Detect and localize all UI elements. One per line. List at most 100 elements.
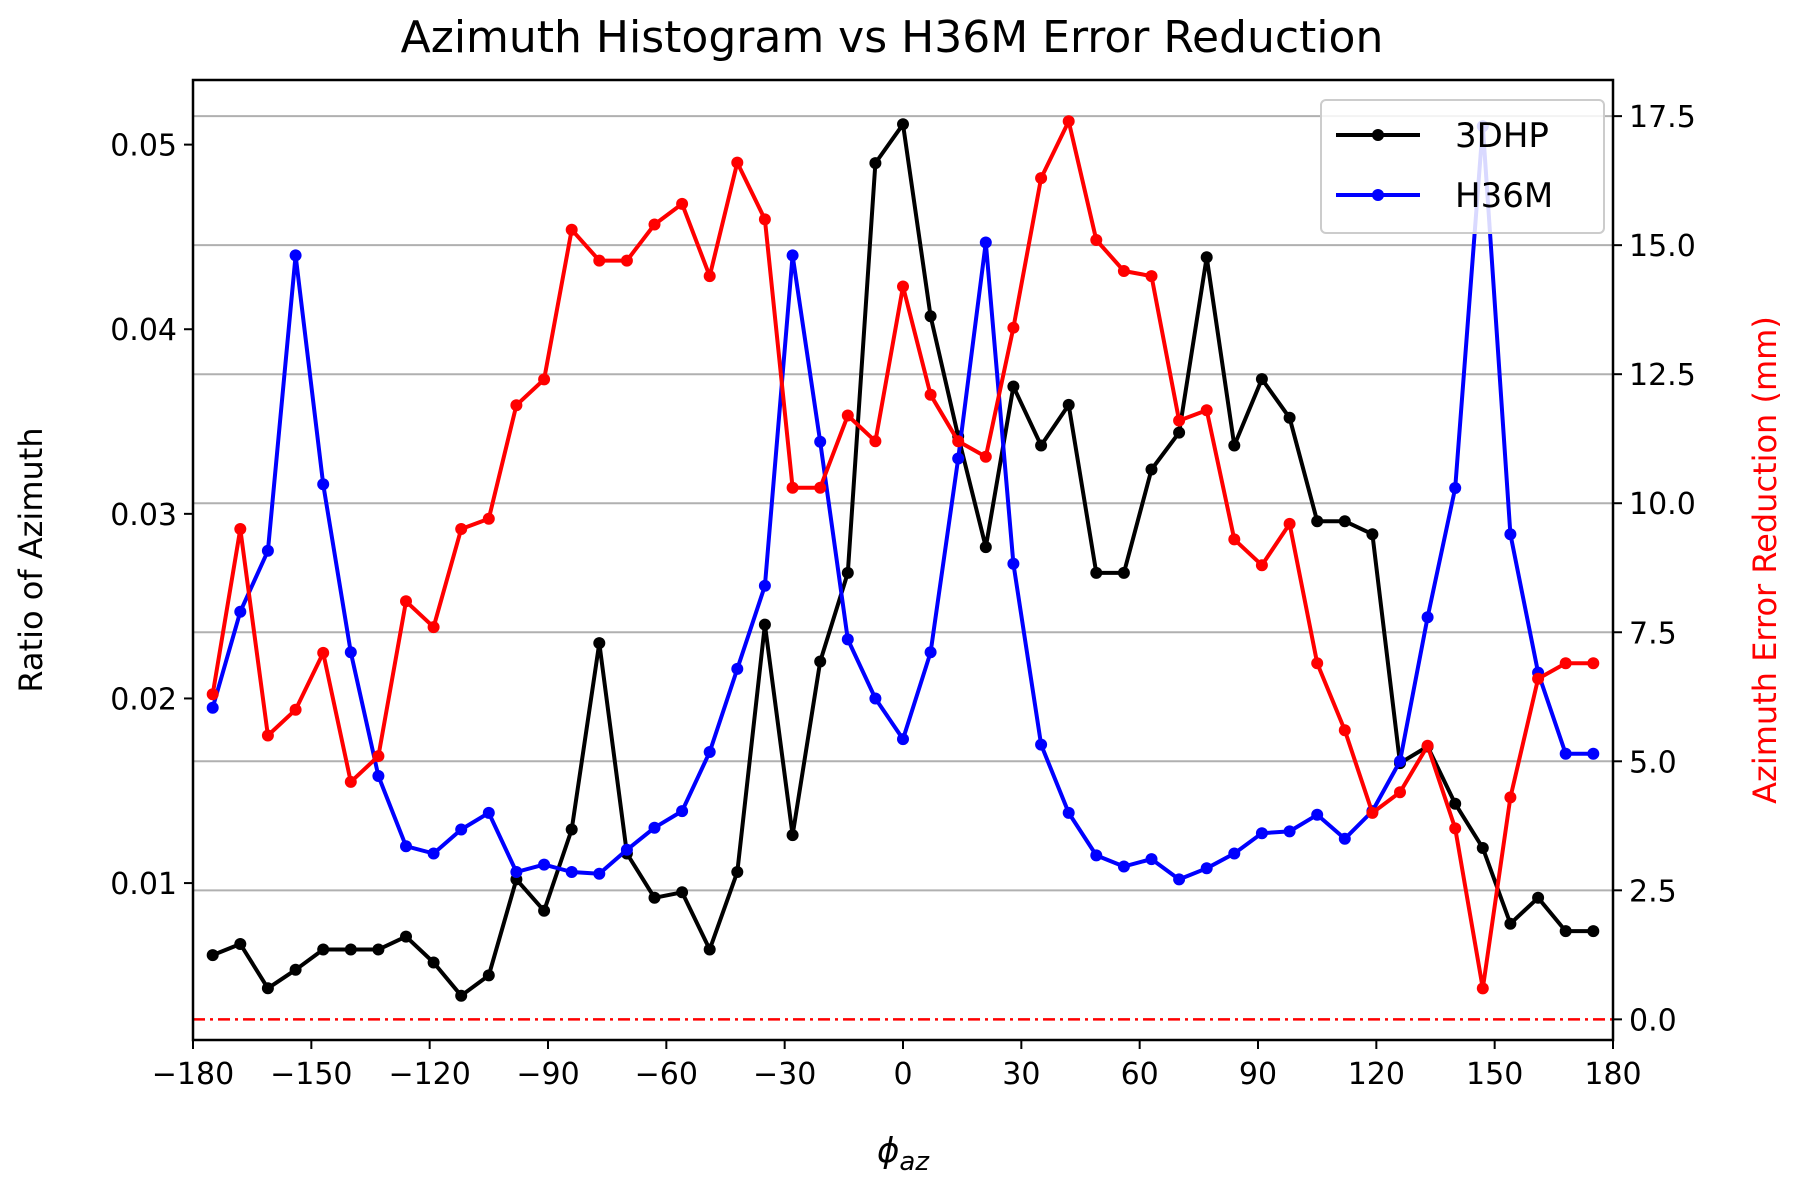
data-point-error-reduction (427, 621, 440, 634)
data-point-3dhp (234, 938, 247, 950)
data-point-error-reduction (1311, 657, 1324, 670)
data-point-3dhp (1090, 566, 1103, 579)
data-point-h36m (234, 605, 247, 618)
data-point-3dhp (1228, 439, 1241, 452)
data-point-error-reduction (455, 523, 468, 535)
data-point-error-reduction (786, 481, 799, 494)
data-point-h36m (455, 823, 468, 836)
data-point-error-reduction (317, 646, 330, 659)
y-left-tick-label: 0.04 (110, 313, 177, 348)
y-right-tick-label: 0.0 (1629, 1003, 1677, 1038)
data-point-error-reduction (482, 512, 495, 525)
data-point-h36m (758, 579, 771, 592)
data-point-3dhp (482, 969, 495, 982)
data-point-error-reduction (758, 213, 771, 226)
data-point-h36m (786, 249, 799, 262)
data-point-h36m (1228, 847, 1241, 860)
data-point-h36m (427, 847, 440, 860)
data-point-h36m (510, 866, 523, 878)
data-point-error-reduction (1338, 724, 1351, 737)
data-point-h36m (1200, 862, 1213, 875)
data-point-h36m (1421, 611, 1434, 624)
data-point-error-reduction (1062, 115, 1075, 128)
data-point-h36m (1255, 827, 1268, 840)
data-point-h36m (565, 866, 578, 878)
data-point-3dhp (814, 655, 827, 668)
data-point-error-reduction (538, 373, 551, 386)
data-point-3dhp (924, 310, 937, 323)
y-right-tick-label: 17.5 (1629, 100, 1696, 135)
data-point-3dhp (1283, 411, 1296, 424)
y-left-tick-label: 0.02 (110, 682, 177, 717)
data-point-h36m (261, 544, 274, 557)
data-point-3dhp (676, 886, 689, 899)
data-point-error-reduction (344, 775, 357, 788)
data-point-3dhp (344, 943, 357, 956)
data-point-3dhp (1587, 925, 1600, 938)
data-point-3dhp (1532, 891, 1545, 904)
data-point-3dhp (1311, 515, 1324, 528)
data-point-3dhp (455, 989, 468, 1002)
data-point-h36m (703, 746, 716, 758)
data-point-error-reduction (1421, 739, 1434, 752)
data-point-h36m (400, 840, 412, 853)
y-right-tick-label: 2.5 (1629, 874, 1677, 909)
data-point-3dhp (1035, 439, 1048, 452)
data-point-h36m (897, 733, 909, 746)
data-point-h36m (206, 701, 219, 714)
data-point-3dhp (427, 956, 440, 969)
data-point-h36m (482, 806, 495, 819)
data-point-h36m (648, 821, 661, 834)
data-point-error-reduction (1007, 321, 1020, 334)
x-tick-label: −180 (152, 1057, 234, 1092)
data-point-h36m (1173, 873, 1186, 886)
data-point-3dhp (538, 904, 551, 917)
data-point-3dhp (897, 118, 909, 131)
data-point-error-reduction (1283, 517, 1296, 530)
data-point-error-reduction (1366, 806, 1379, 819)
y-right-axis-ticks: 0.0 2.5 5.0 7.5 10.0 12.5 15.0 17.5 (1613, 100, 1696, 1038)
data-point-h36m (952, 452, 965, 465)
data-point-h36m (593, 867, 606, 880)
data-point-3dhp (289, 963, 302, 976)
legend-label-h36m: H36M (1455, 176, 1553, 216)
data-point-h36m (841, 633, 854, 646)
data-point-error-reduction (703, 270, 716, 283)
plot-series (193, 115, 1613, 1021)
data-point-3dhp (1200, 251, 1213, 264)
x-tick-label: −120 (388, 1057, 470, 1092)
data-point-error-reduction (372, 750, 385, 763)
data-point-error-reduction (648, 218, 661, 231)
data-point-error-reduction (1117, 265, 1130, 277)
data-point-h36m (1559, 747, 1572, 760)
y-right-tick-label: 15.0 (1629, 229, 1696, 264)
data-point-error-reduction (1587, 657, 1600, 670)
data-point-h36m (676, 805, 689, 818)
data-point-error-reduction (593, 254, 606, 267)
data-point-3dhp (1366, 528, 1379, 541)
legend: 3DHP H36M (1320, 99, 1605, 234)
data-point-error-reduction (731, 156, 744, 169)
data-point-h36m (731, 662, 744, 675)
legend-marker-h36m (1372, 189, 1384, 201)
x-tick-label: −30 (753, 1057, 816, 1092)
data-point-h36m (1007, 557, 1020, 570)
data-point-3dhp (979, 541, 992, 554)
chart-title: Azimuth Histogram vs H36M Error Reductio… (401, 12, 1384, 63)
data-point-h36m (1117, 860, 1130, 873)
x-axis-title-sub: az (899, 1147, 930, 1177)
data-point-3dhp (648, 891, 661, 904)
x-axis-title: ϕaz (877, 1131, 930, 1177)
data-point-h36m (289, 249, 302, 262)
data-point-error-reduction (676, 197, 689, 210)
data-point-h36m (814, 435, 827, 448)
data-point-h36m (344, 646, 357, 659)
data-point-error-reduction (841, 409, 854, 422)
x-axis-title-base: ϕ (877, 1131, 899, 1171)
data-point-error-reduction (1559, 657, 1572, 670)
data-point-error-reduction (261, 729, 274, 742)
data-point-h36m (1449, 482, 1462, 494)
y-right-tick-label: 7.5 (1629, 616, 1677, 651)
data-point-error-reduction (620, 254, 633, 267)
